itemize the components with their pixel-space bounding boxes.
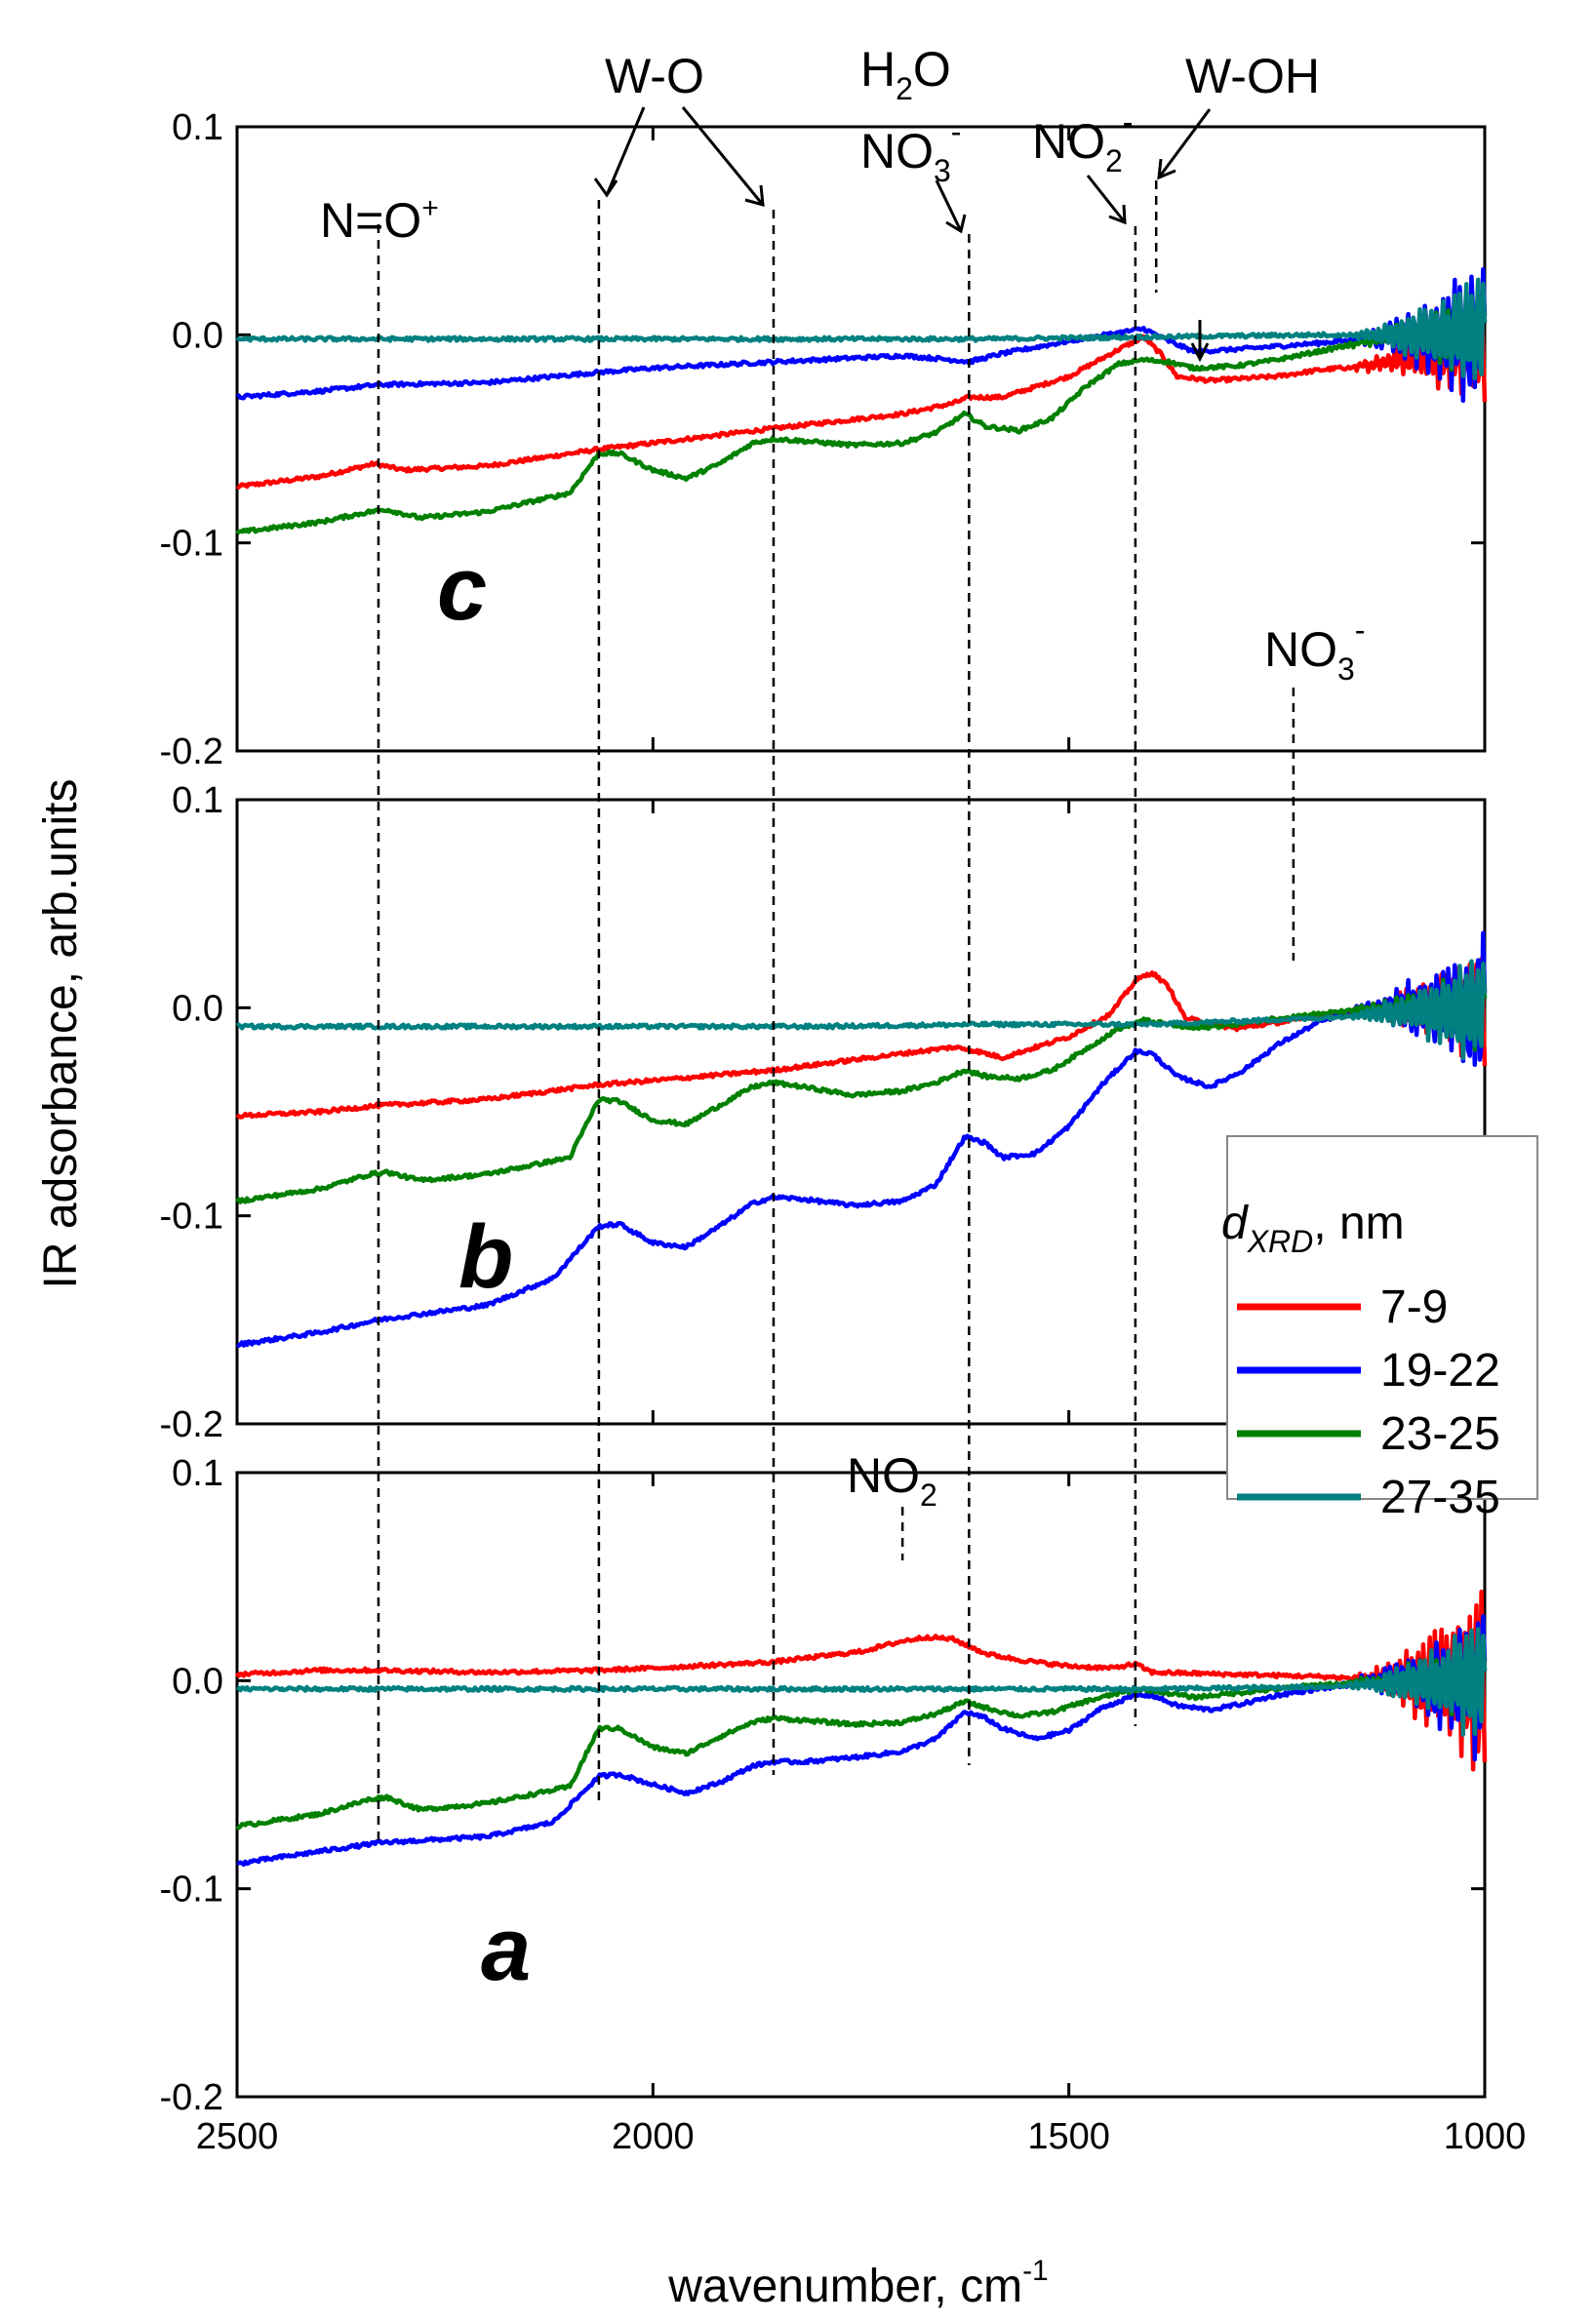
arrow-head [744,184,765,208]
x-tick-label: 2000 [612,2116,695,2157]
panel-label-b: b [458,1207,513,1307]
series-line-23-25-panel-c [235,291,1488,535]
series-line-19-22-panel-a [236,1614,1488,1868]
y-axis-label: IR adsorbance, arb.units [35,779,87,1289]
panel-label-a: a [481,1900,531,1999]
legend-title: dXRD, nm [1221,1198,1405,1259]
y-tick-label: 0.0 [172,988,223,1029]
y-tick-label: -0.2 [160,1404,223,1445]
legend-items: 7-9 19-22 23-25 27-35 [1237,1281,1500,1523]
x-tick-label: 2500 [196,2116,279,2157]
series-line-7-9-panel-c [235,296,1488,490]
series-layer [235,266,1488,1868]
y-tick-label: -0.1 [160,524,223,565]
panel-label-c: c [437,539,487,639]
annotation-w-o: W-O [605,49,704,103]
legend-box [1226,1135,1538,1500]
y-tick-label: 0.1 [172,780,223,821]
annotation-no2-minus: NO2- [1032,104,1133,178]
arrow-w-o-left [605,106,646,196]
annotation-no3-c: NO3- [860,114,961,188]
y-tick-label: 0.1 [172,1453,223,1494]
arrow-w-o-right [681,106,765,206]
arrow-w-oh [1157,108,1212,178]
series-line-19-22-panel-b [236,930,1488,1348]
series-line-27-35-panel-b [235,959,1488,1061]
guide-lines [377,180,1295,1843]
y-tick-label: -0.2 [160,731,223,772]
y-tick-label: 0.1 [172,107,223,148]
annotation-h2o: H2O [860,42,951,106]
arrow-no3 [935,179,963,232]
arrow-no2 [1086,175,1127,223]
legend-label-19-22: 19-22 [1380,1345,1500,1397]
series-line-19-22-panel-c [236,266,1488,404]
panel-b-frame [235,798,1487,1426]
annotation-arrows [593,106,1212,363]
arrow-head [1157,158,1176,180]
x-tick-label: 1500 [1027,2116,1110,2157]
legend-label-7-9: 7-9 [1380,1281,1448,1333]
y-tick-label: 0.0 [172,315,223,356]
y-tick-label: 0.0 [172,1661,223,1702]
series-line-27-35-panel-a [236,1627,1488,1737]
arrow-head [945,214,967,234]
y-tick-label: -0.1 [160,1870,223,1910]
x-axis-label: wavenumber, cm-1 [667,2255,1049,2312]
series-line-7-9-panel-a [235,1589,1488,1772]
annotation-n-o-plus: N=O+ [320,192,439,248]
annotation-no3-b: NO3- [1264,612,1365,687]
series-line-7-9-panel-b [235,957,1488,1120]
series-line-23-25-panel-a [235,1634,1488,1831]
legend-label-23-25: 23-25 [1380,1408,1500,1460]
panel-c-frame [235,125,1487,753]
x-tick-label: 1000 [1444,2116,1527,2157]
arrow-head [1108,204,1127,225]
arrow-head [1190,342,1210,363]
legend: dXRD, nm 7-9 19-22 23-25 27-35 [1221,1135,1538,1523]
y-tick-label: -0.2 [160,2077,223,2118]
y-tick-label: -0.1 [160,1197,223,1238]
annotation-w-oh: W-OH [1185,49,1320,103]
arrow-head [593,177,618,198]
annotation-no2-a: NO2 [847,1448,937,1513]
panel-a-frame [235,1471,1487,2099]
legend-label-27-35: 27-35 [1380,1472,1500,1523]
axis-ticks: 0.1 0.0 -0.1 -0.2 0.1 0.0 -0.1 -0.2 0.1 0.0 -0.1 -0… [160,107,1527,2157]
series-line-27-35-panel-c [235,277,1488,381]
